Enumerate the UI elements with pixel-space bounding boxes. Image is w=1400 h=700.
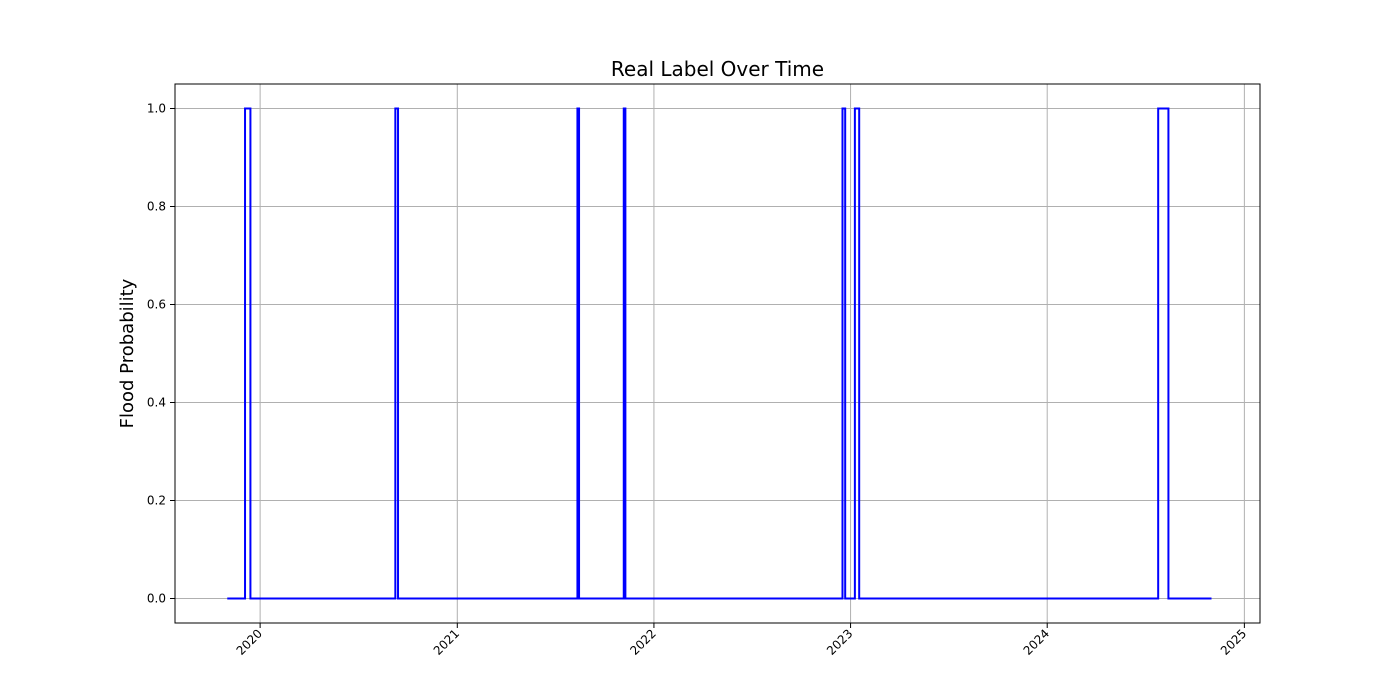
x-tick-label: 2020 (234, 626, 265, 657)
y-tick-label: 0.4 (147, 396, 166, 410)
y-tick-label: 0.0 (147, 592, 166, 606)
x-tick-label: 2024 (1021, 626, 1052, 657)
ticks: 2020 2021 2022 2023 2024 2025 0.0 0.2 0.4 0.6 0.8 1… (147, 102, 1249, 658)
x-tick-label: 2022 (627, 626, 658, 657)
x-tick-label: 2021 (431, 626, 462, 657)
chart-title: Real Label Over Time (611, 57, 824, 81)
y-tick-label: 0.8 (147, 200, 166, 214)
y-tick-label: 0.2 (147, 494, 166, 508)
y-axis-label: Flood Probability (117, 278, 138, 428)
series-layer (227, 107, 1212, 600)
x-tick-label: 2025 (1218, 626, 1249, 657)
plot-area-frame (174, 83, 1261, 624)
grid (175, 84, 1260, 623)
y-tick-label: 1.0 (147, 102, 166, 116)
series-line (227, 107, 1212, 600)
y-tick-label: 0.6 (147, 298, 166, 312)
x-tick-label: 2023 (824, 626, 855, 657)
